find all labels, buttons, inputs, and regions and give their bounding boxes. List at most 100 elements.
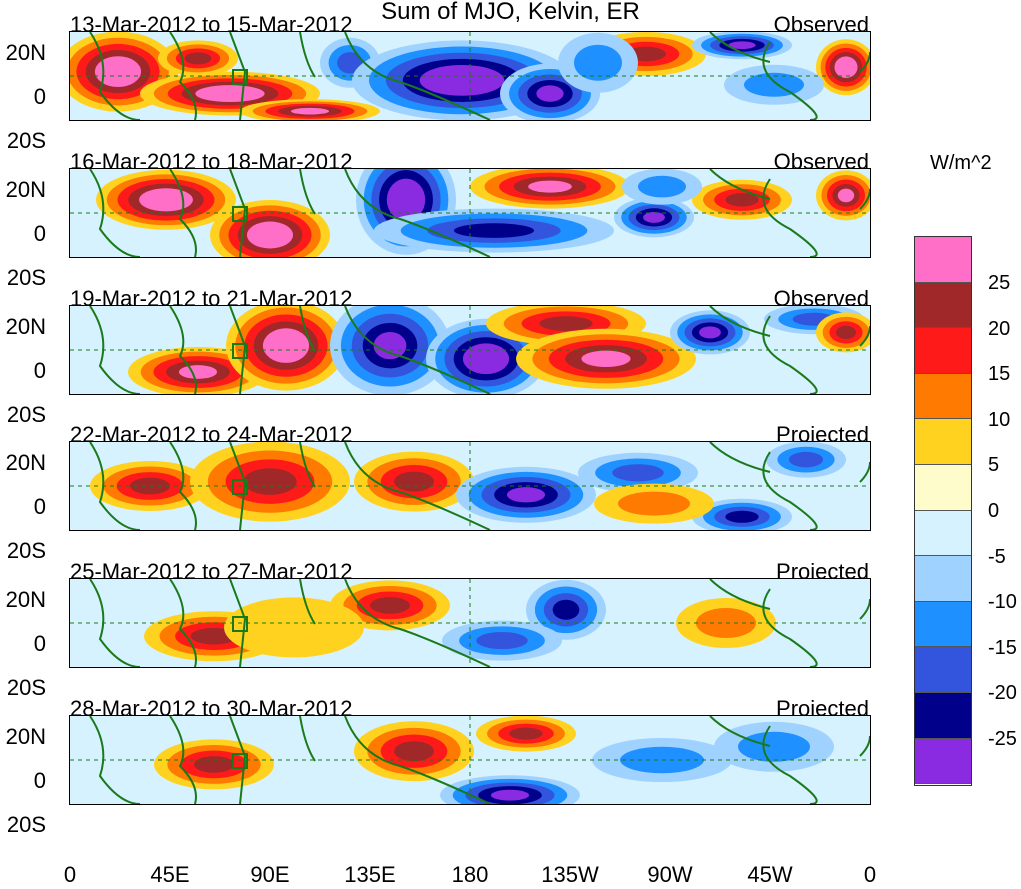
positive-anomaly <box>194 756 234 773</box>
colorbar-segment <box>915 556 971 602</box>
longitude-label: 45E <box>150 862 190 887</box>
coastline <box>89 32 141 120</box>
positive-anomaly <box>209 88 251 99</box>
positive-anomaly <box>178 365 218 379</box>
latitude-label: 20S <box>6 265 46 290</box>
colorbar-label: -25 <box>988 728 1017 750</box>
colorbar-label: -10 <box>988 591 1017 614</box>
colorbar-label: 5 <box>988 454 1000 477</box>
colorbar-segment <box>915 237 971 283</box>
coastline <box>762 178 818 257</box>
latitude-label: 20N <box>5 724 46 749</box>
positive-anomaly <box>725 193 759 207</box>
colorbar-segment <box>915 510 971 557</box>
coastline <box>762 451 818 530</box>
coastline <box>344 579 491 667</box>
coastline <box>762 588 818 667</box>
longitude-label: 90W <box>647 862 693 887</box>
colorbar-segment <box>915 282 971 329</box>
latitude-label: 20N <box>5 587 46 612</box>
coastline <box>229 442 247 530</box>
coastline <box>859 51 870 73</box>
longitude-label: 0 <box>863 862 877 887</box>
positive-anomaly <box>394 471 434 492</box>
longitude-label: 90E <box>250 862 290 887</box>
coastline <box>89 716 141 804</box>
latitude-label: 0 <box>33 221 46 246</box>
longitude-label: 135E <box>344 862 396 887</box>
colorbar-segment <box>915 692 971 739</box>
anomaly-field <box>70 579 870 667</box>
map-field <box>69 715 871 805</box>
anomaly-field <box>70 169 870 257</box>
coastline <box>229 306 247 394</box>
coastline <box>709 716 771 747</box>
map-field <box>69 168 871 258</box>
latitude-label: 20S <box>6 402 46 427</box>
latitude-label: 20N <box>5 314 46 339</box>
colorbar-label: -20 <box>988 682 1017 705</box>
latitude-label: 20S <box>6 812 46 837</box>
negative-anomaly <box>728 41 756 50</box>
coastline <box>299 32 316 78</box>
coastline <box>169 442 197 530</box>
coastline <box>229 32 247 120</box>
negative-anomaly <box>476 632 528 650</box>
latitude-label: 0 <box>33 358 46 383</box>
longitude-label: 45W <box>747 862 793 887</box>
region-box <box>232 343 248 359</box>
colorbar-segment <box>915 464 971 511</box>
latitude-label: 0 <box>33 494 46 519</box>
longitude-label: 0 <box>63 862 77 887</box>
positive-anomaly <box>394 741 434 762</box>
negative-anomaly <box>638 175 686 198</box>
negative-anomaly <box>643 211 665 223</box>
colorbar-label: -15 <box>988 636 1017 659</box>
region-box <box>232 206 248 222</box>
chart-title: Sum of MJO, Kelvin, ER <box>381 0 640 25</box>
longitude-label: 135W <box>541 862 599 887</box>
colorbar-segment <box>915 419 971 465</box>
coastline <box>229 169 247 257</box>
coastline <box>229 579 247 667</box>
coastline <box>169 32 197 120</box>
coastline <box>299 716 316 762</box>
positive-anomaly <box>224 597 364 658</box>
map-panel: 22-Mar-2012 to 24-Mar-2012 Projected 20N 0 2… <box>0 410 1021 563</box>
map-panel: 13-Mar-2012 to 15-Mar-2012 Observed 20N 0 20… <box>0 0 1021 153</box>
anomaly-field <box>70 716 870 804</box>
map-panel: 16-Mar-2012 to 18-Mar-2012 Observed 20N 0 20… <box>0 137 1021 290</box>
coastline <box>762 725 818 804</box>
coastline <box>169 306 197 394</box>
negative-anomaly <box>337 52 363 74</box>
colorbar-label: 0 <box>988 500 1000 522</box>
colorbar-segment <box>915 328 971 374</box>
coastline <box>762 41 818 120</box>
positive-anomaly <box>290 107 330 115</box>
map-field <box>69 441 871 531</box>
colorbar-label: 10 <box>988 408 1011 431</box>
colorbar-segment <box>915 738 971 785</box>
positive-anomaly <box>104 62 132 81</box>
colorbar-label: 15 <box>988 363 1011 386</box>
negative-anomaly <box>490 789 530 801</box>
negative-anomaly <box>725 510 759 523</box>
latitude-label: 0 <box>33 631 46 656</box>
coastline <box>859 188 870 210</box>
negative-anomaly <box>394 187 418 213</box>
negative-anomaly <box>472 349 500 369</box>
coastline <box>299 579 316 625</box>
negative-anomaly <box>552 599 580 620</box>
coastline <box>859 598 870 620</box>
coastline <box>299 169 316 215</box>
coastline <box>344 442 491 530</box>
latitude-label: 0 <box>33 84 46 109</box>
positive-anomaly <box>149 192 183 207</box>
latitude-label: 20N <box>5 450 46 475</box>
coastline <box>709 32 771 63</box>
negative-anomaly <box>436 71 488 90</box>
colorbar-segment <box>915 601 971 648</box>
latitude-label: 20N <box>5 40 46 65</box>
latitude-label: 20S <box>6 128 46 153</box>
colorbar-label: 25 <box>988 272 1011 294</box>
